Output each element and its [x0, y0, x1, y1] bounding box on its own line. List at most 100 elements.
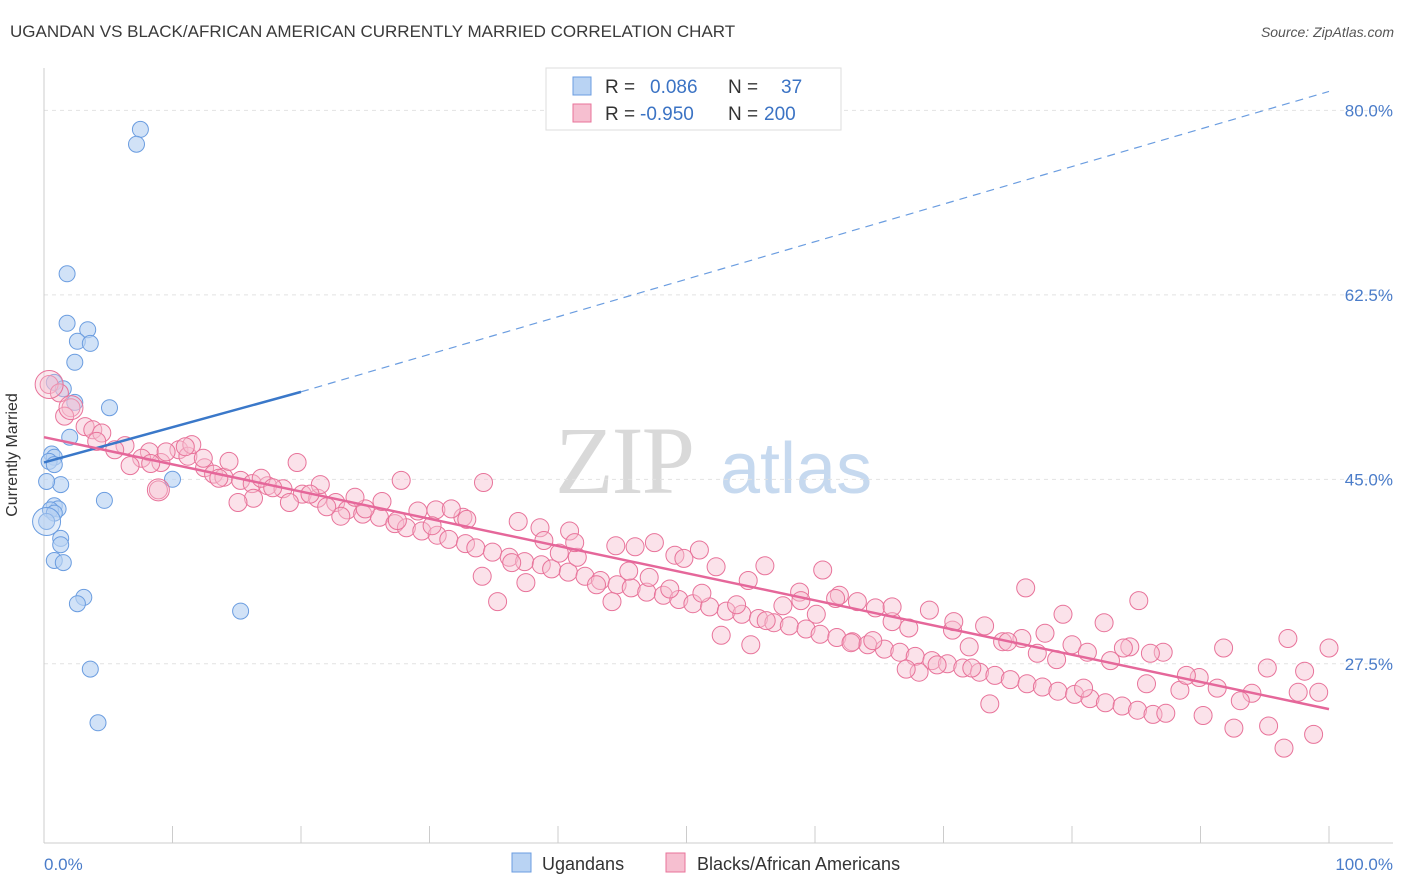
- point-blacks: [75, 417, 95, 437]
- point-blacks: [755, 556, 775, 576]
- point-blacks: [474, 473, 493, 492]
- point-blacks: [1120, 637, 1140, 657]
- point-blacks: [427, 525, 447, 545]
- point-ugandans: [66, 353, 84, 371]
- point-blacks: [530, 518, 550, 538]
- point-blacks: [1017, 674, 1037, 694]
- point-blacks: [810, 624, 830, 644]
- bottom-legend-swatch-ugandans: [511, 852, 532, 873]
- series-ugandans: [32, 120, 250, 732]
- point-blacks: [890, 642, 910, 662]
- point-blacks: [508, 512, 528, 531]
- point-blacks: [1137, 674, 1156, 694]
- point-ugandans: [131, 120, 149, 138]
- point-blacks: [689, 540, 709, 560]
- point-blacks: [919, 600, 939, 620]
- point-blacks: [1128, 700, 1147, 720]
- point-blacks: [619, 561, 639, 581]
- bottom-legend: Ugandans Blacks/African Americans: [511, 852, 900, 874]
- legend: R = 0.086 N = 37 R = -0.950 N = 200: [545, 67, 842, 131]
- point-blacks: [372, 492, 392, 511]
- source-label: Source: ZipAtlas.com: [1260, 24, 1394, 40]
- point-blacks: [1112, 696, 1132, 716]
- point-ugandans: [38, 473, 56, 490]
- legend-n-value-2: 200: [764, 104, 796, 125]
- point-blacks: [219, 451, 239, 471]
- point-blacks: [1288, 682, 1308, 702]
- point-blacks: [310, 475, 330, 495]
- point-blacks: [975, 616, 995, 636]
- point-blacks: [863, 631, 883, 651]
- point-blacks: [741, 635, 761, 655]
- point-blacks: [1176, 665, 1196, 685]
- point-blacks: [621, 578, 641, 598]
- point-blacks-large: [34, 369, 64, 399]
- point-blacks: [1295, 661, 1315, 681]
- point-blacks: [1193, 706, 1213, 725]
- point-blacks: [466, 538, 486, 558]
- point-blacks: [120, 456, 140, 476]
- point-blacks: [773, 596, 793, 616]
- point-blacks: [927, 655, 947, 675]
- point-blacks: [1207, 678, 1227, 698]
- point-blacks: [287, 453, 307, 472]
- point-ugandans: [81, 334, 99, 352]
- legend-n-label-1: N =: [728, 77, 758, 98]
- point-ugandans: [38, 513, 56, 530]
- point-blacks: [391, 470, 411, 490]
- y-tick-label: 27.5%: [1345, 655, 1393, 674]
- trend-line-blacks: [43, 435, 1330, 711]
- x-tick-label: 100.0%: [1335, 855, 1393, 874]
- point-blacks: [796, 619, 816, 639]
- legend-r-value-2: -0.950: [640, 104, 694, 125]
- point-ugandans: [52, 476, 70, 494]
- point-blacks: [937, 654, 957, 674]
- point-blacks: [385, 514, 405, 534]
- point-blacks: [706, 557, 726, 577]
- point-ugandans: [58, 314, 76, 332]
- legend-box: [545, 67, 842, 131]
- point-blacks: [1309, 682, 1329, 702]
- point-blacks: [439, 529, 459, 549]
- point-ugandans: [52, 536, 70, 554]
- bottom-legend-ugandans: Ugandans: [542, 854, 624, 874]
- point-blacks: [1224, 718, 1244, 738]
- point-blacks: [962, 658, 982, 678]
- y-tick-label: 62.5%: [1345, 286, 1393, 305]
- chart-title: UGANDAN VS BLACK/AFRICAN AMERICAN CURREN…: [10, 22, 736, 41]
- point-blacks: [749, 609, 768, 628]
- point-blacks: [625, 537, 645, 557]
- point-blacks: [637, 582, 657, 602]
- point-blacks: [896, 659, 916, 679]
- point-blacks-large: [58, 395, 84, 421]
- point-blacks: [412, 521, 432, 541]
- point-blacks: [244, 488, 263, 508]
- y-tick-label: 45.0%: [1345, 470, 1393, 489]
- point-blacks: [764, 613, 784, 633]
- point-blacks: [531, 555, 551, 575]
- point-blacks: [516, 573, 536, 593]
- x-tick-label: 0.0%: [44, 855, 83, 874]
- point-blacks: [1095, 693, 1115, 713]
- point-blacks: [317, 497, 337, 517]
- point-blacks: [1053, 604, 1073, 624]
- point-blacks: [1259, 716, 1279, 736]
- point-blacks: [1304, 724, 1324, 744]
- point-blacks: [457, 509, 477, 529]
- point-blacks: [674, 548, 694, 568]
- point-blacks: [1094, 613, 1114, 633]
- point-ugandans: [54, 554, 72, 572]
- point-blacks: [175, 437, 195, 457]
- point-blacks: [841, 633, 861, 653]
- point-blacks-large: [146, 478, 170, 502]
- point-blacks: [692, 583, 712, 603]
- point-ugandans: [232, 602, 250, 620]
- point-ugandans: [128, 135, 145, 153]
- point-ugandans: [89, 714, 107, 732]
- point-ugandans: [68, 595, 86, 613]
- y-tick-label: 80.0%: [1345, 101, 1393, 120]
- point-blacks: [882, 597, 902, 617]
- point-blacks: [148, 480, 168, 500]
- point-blacks: [959, 637, 979, 657]
